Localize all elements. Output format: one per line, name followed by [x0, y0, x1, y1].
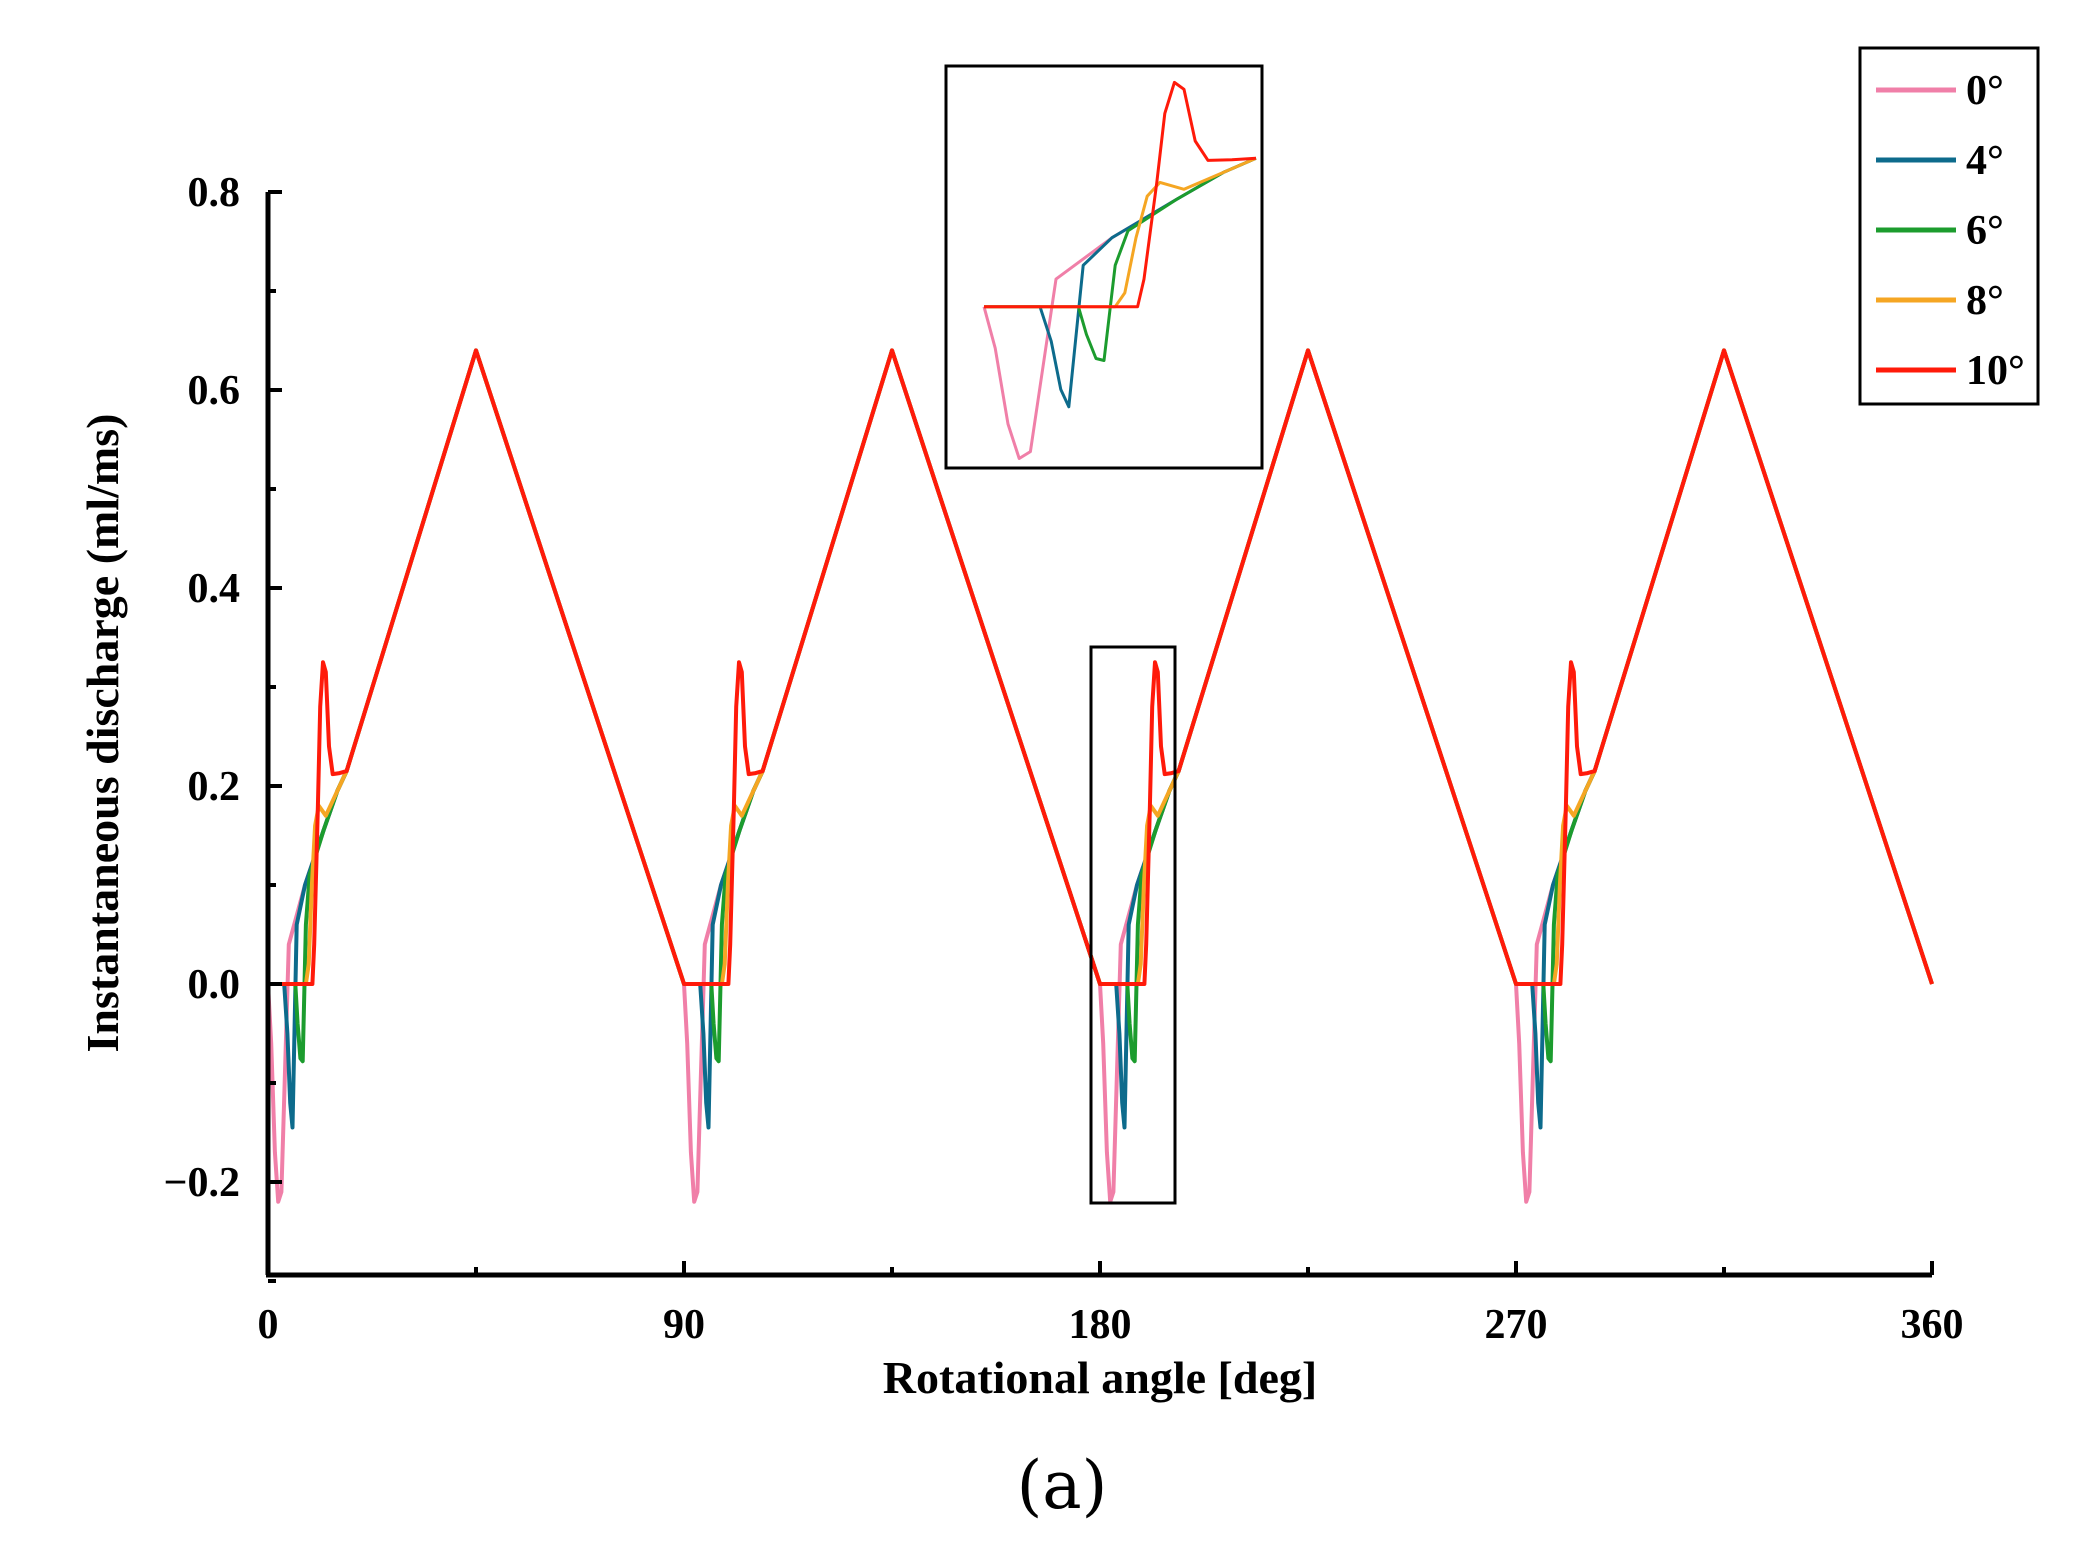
inset-series-line-3	[984, 156, 1257, 309]
x-tick-label: 90	[663, 1302, 705, 1348]
legend-label: 6°	[1966, 208, 2004, 254]
x-axis-title: Rotational angle [deg]	[883, 1352, 1317, 1403]
y-tick-label: 0.8	[188, 170, 241, 216]
y-tick-label: 0.4	[188, 566, 241, 612]
figure-caption: (a)	[1017, 1447, 1108, 1524]
legend-label: 8°	[1966, 278, 2004, 324]
x-tick-label: 270	[1485, 1302, 1548, 1348]
legend-label: 10°	[1966, 348, 2025, 394]
y-tick-label: 0.0	[188, 962, 241, 1008]
inset-series-line-2	[984, 156, 1257, 362]
y-tick-label: −0.2	[164, 1160, 240, 1206]
x-tick-label: 0	[258, 1302, 279, 1348]
inset-series-line-4	[984, 80, 1257, 309]
axes: −0.2 0.0 0.2 0.4 0.6 0.8 0 90 180 270 360	[164, 170, 1964, 1348]
legend-label: 0°	[1966, 68, 2004, 114]
legend-label: 4°	[1966, 138, 2004, 184]
inset-zoom-panel	[944, 64, 1264, 470]
x-tick-label: 180	[1069, 1302, 1132, 1348]
y-axis-title: Instantaneous discharge (ml/ms)	[77, 414, 128, 1053]
series-line-4	[268, 348, 1934, 986]
legend: 0° 4° 6° 8° 10°	[1858, 46, 2040, 406]
series-lines	[266, 348, 1934, 1204]
legend-box	[1858, 46, 2040, 406]
inset-background	[944, 64, 1264, 470]
y-tick-label: 0.6	[188, 368, 241, 414]
x-tick-label: 360	[1901, 1302, 1964, 1348]
highlight-box	[1089, 645, 1177, 1205]
y-tick-label: 0.2	[188, 764, 241, 810]
